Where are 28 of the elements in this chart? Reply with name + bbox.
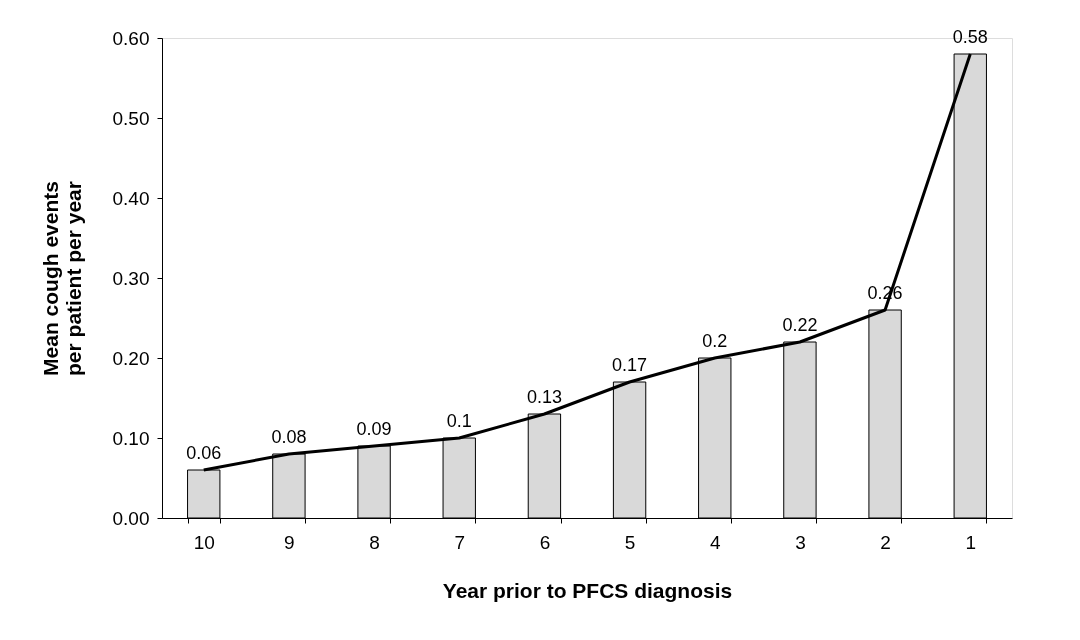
data-label: 0.2 xyxy=(702,331,728,351)
y-tick-label: 0.20 xyxy=(112,347,150,369)
data-label: 0.22 xyxy=(782,315,818,335)
x-tick-label: 3 xyxy=(795,531,806,553)
data-label: 0.06 xyxy=(186,443,222,463)
data-label: 0.1 xyxy=(446,411,472,431)
x-tick-label: 10 xyxy=(193,531,215,553)
data-label: 0.13 xyxy=(526,387,562,407)
x-tick-label: 4 xyxy=(709,531,721,553)
x-axis-title: Year prior to PFCS diagnosis xyxy=(442,578,733,602)
x-tick-label: 5 xyxy=(624,531,636,553)
y-axis-title: Mean cough events per patient per year xyxy=(38,181,85,376)
x-tick-label: 2 xyxy=(880,531,891,553)
x-tick-label: 9 xyxy=(284,531,295,553)
y-tick-label: 0.00 xyxy=(112,507,150,529)
x-tick-label: 7 xyxy=(454,531,466,553)
data-label: 0.17 xyxy=(612,355,648,375)
data-label: 0.08 xyxy=(271,427,307,447)
data-label: 0.58 xyxy=(952,27,988,47)
y-tick-label: 0.50 xyxy=(112,107,150,129)
x-tick-label: 8 xyxy=(369,531,380,553)
data-label: 0.09 xyxy=(356,419,392,439)
y-tick-label: 0.60 xyxy=(112,27,150,49)
x-tick-label: 6 xyxy=(539,531,551,553)
y-tick-label: 0.30 xyxy=(112,267,150,289)
y-tick-label: 0.10 xyxy=(112,427,150,449)
y-tick-label: 0.40 xyxy=(112,187,150,209)
x-tick-label: 1 xyxy=(965,531,977,553)
